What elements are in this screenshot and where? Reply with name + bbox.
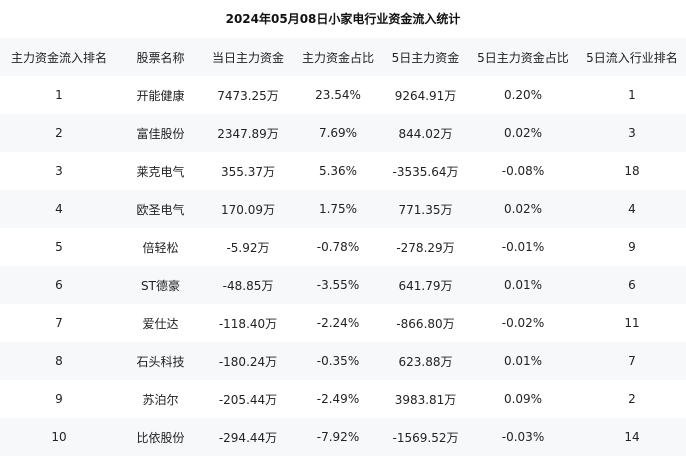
- cell-rank: 9: [55, 392, 63, 406]
- cell-5day-main-fund: 641.79万: [398, 278, 453, 293]
- header-cell-5day-main-fund-ratio: 5日主力资金占比: [477, 50, 569, 65]
- cell-daily-main-fund: -294.44万: [218, 430, 278, 445]
- cell-stock-name: 开能健康: [136, 88, 185, 103]
- cell-5day-industry-rank: 18: [624, 164, 640, 178]
- cell-daily-main-fund: 170.09万: [221, 202, 275, 217]
- cell-daily-main-fund: 355.37万: [221, 164, 275, 179]
- cell-stock-name: 苏泊尔: [142, 392, 179, 407]
- cell-5day-industry-rank: 9: [628, 240, 636, 254]
- cell-rank: 8: [55, 354, 63, 368]
- cell-5day-industry-rank: 7: [628, 354, 636, 368]
- cell-5day-industry-rank: 3: [628, 126, 636, 140]
- cell-5day-main-fund-ratio: 0.20%: [503, 88, 543, 102]
- cell-main-fund-ratio: -2.49%: [316, 392, 360, 406]
- cell-stock-name: 爱仕达: [142, 316, 179, 331]
- cell-stock-name: 倍轻松: [142, 240, 179, 255]
- cell-5day-main-fund: 3983.81万: [394, 392, 457, 407]
- cell-daily-main-fund: -5.92万: [226, 240, 270, 255]
- cell-5day-main-fund-ratio: -0.02%: [501, 316, 545, 330]
- header-cell-rank: 主力资金流入排名: [10, 50, 107, 65]
- cell-5day-main-fund-ratio: 0.02%: [503, 202, 543, 216]
- header-cell-5day-industry-rank: 5日流入行业排名: [586, 50, 678, 65]
- header-cell-main-fund-ratio: 主力资金占比: [301, 50, 374, 65]
- cell-stock-name: 石头科技: [136, 354, 185, 369]
- cell-rank: 5: [55, 240, 63, 254]
- cell-main-fund-ratio: -3.55%: [316, 278, 360, 292]
- cell-5day-industry-rank: 1: [628, 88, 636, 102]
- cell-rank: 1: [55, 88, 63, 102]
- cell-main-fund-ratio: 5.36%: [318, 164, 358, 178]
- cell-5day-main-fund: -1569.52万: [392, 430, 459, 445]
- cell-main-fund-ratio: -0.35%: [316, 354, 360, 368]
- cell-5day-industry-rank: 2: [628, 392, 636, 406]
- cell-stock-name: 欧圣电气: [136, 202, 185, 217]
- table-row: 7 爱仕达 -118.40万 -2.24% -866.80万 -0.02% 11: [0, 304, 686, 342]
- cell-5day-industry-rank: 4: [628, 202, 636, 216]
- cell-5day-main-fund: -866.80万: [396, 316, 455, 331]
- cell-5day-industry-rank: 11: [624, 316, 640, 330]
- header-cell-stock-name: 股票名称: [136, 50, 185, 65]
- table-row: 4 欧圣电气 170.09万 1.75% 771.35万 0.02% 4: [0, 190, 686, 228]
- table-row: 9 苏泊尔 -205.44万 -2.49% 3983.81万 0.09% 2: [0, 380, 686, 418]
- cell-5day-industry-rank: 14: [624, 430, 640, 444]
- header-cell-5day-main-fund: 5日主力资金: [391, 50, 460, 65]
- table-row: 10 比依股份 -294.44万 -7.92% -1569.52万 -0.03% 14: [0, 418, 686, 456]
- page-title: 2024年05月08日小家电行业资金流入统计: [225, 12, 461, 26]
- cell-5day-main-fund: -278.29万: [396, 240, 455, 255]
- cell-rank: 4: [55, 202, 63, 216]
- fund-flow-table: 主力资金流入排名 股票名称 当日主力资金 主力资金占比 5日主力资金 5日主力资…: [0, 38, 686, 456]
- cell-5day-industry-rank: 6: [628, 278, 636, 292]
- cell-5day-main-fund-ratio: -0.08%: [501, 164, 545, 178]
- cell-5day-main-fund: 771.35万: [398, 202, 453, 217]
- cell-main-fund-ratio: -2.24%: [316, 316, 360, 330]
- cell-daily-main-fund: -48.85万: [222, 278, 274, 293]
- cell-stock-name: 莱克电气: [136, 164, 185, 179]
- cell-5day-main-fund-ratio: 0.09%: [503, 392, 543, 406]
- cell-daily-main-fund: 2347.89万: [217, 126, 279, 141]
- cell-5day-main-fund-ratio: -0.03%: [501, 430, 545, 444]
- cell-5day-main-fund-ratio: 0.01%: [503, 354, 543, 368]
- cell-stock-name: 富佳股份: [136, 126, 185, 141]
- table-header: 主力资金流入排名 股票名称 当日主力资金 主力资金占比 5日主力资金 5日主力资…: [0, 38, 686, 76]
- header-row: 主力资金流入排名 股票名称 当日主力资金 主力资金占比 5日主力资金 5日主力资…: [0, 38, 686, 76]
- cell-5day-main-fund: -3535.64万: [392, 164, 459, 179]
- table-body: 1 开能健康 7473.25万 23.54% 9264.91万 0.20% 1 2 富佳股份 23…: [0, 76, 686, 456]
- cell-rank: 7: [55, 316, 63, 330]
- header-cell-daily-main-fund: 当日主力资金: [211, 50, 284, 65]
- cell-stock-name: ST德豪: [141, 278, 180, 293]
- cell-5day-main-fund: 9264.91万: [394, 88, 457, 103]
- cell-daily-main-fund: -205.44万: [218, 392, 278, 407]
- cell-stock-name: 比依股份: [136, 430, 185, 445]
- cell-rank: 10: [51, 430, 67, 444]
- table-row: 2 富佳股份 2347.89万 7.69% 844.02万 0.02% 3: [0, 114, 686, 152]
- cell-main-fund-ratio: -0.78%: [316, 240, 360, 254]
- cell-5day-main-fund: 844.02万: [398, 126, 453, 141]
- table-row: 5 倍轻松 -5.92万 -0.78% -278.29万 -0.01% 9: [0, 228, 686, 266]
- cell-5day-main-fund-ratio: 0.02%: [503, 126, 543, 140]
- table-row: 8 石头科技 -180.24万 -0.35% 623.88万 0.01% 7: [0, 342, 686, 380]
- cell-5day-main-fund-ratio: 0.01%: [503, 278, 543, 292]
- cell-5day-main-fund-ratio: -0.01%: [501, 240, 545, 254]
- cell-5day-main-fund: 623.88万: [398, 354, 453, 369]
- table-row: 3 莱克电气 355.37万 5.36% -3535.64万 -0.08% 18: [0, 152, 686, 190]
- cell-daily-main-fund: -180.24万: [218, 354, 278, 369]
- cell-daily-main-fund: -118.40万: [218, 316, 278, 331]
- cell-main-fund-ratio: 7.69%: [318, 126, 358, 140]
- cell-main-fund-ratio: 23.54%: [315, 88, 361, 102]
- cell-rank: 6: [55, 278, 63, 292]
- table-row: 1 开能健康 7473.25万 23.54% 9264.91万 0.20% 1: [0, 76, 686, 114]
- cell-main-fund-ratio: 1.75%: [318, 202, 358, 216]
- cell-rank: 3: [55, 164, 63, 178]
- cell-rank: 2: [55, 126, 63, 140]
- table-row: 6 ST德豪 -48.85万 -3.55% 641.79万 0.01% 6: [0, 266, 686, 304]
- cell-daily-main-fund: 7473.25万: [217, 88, 279, 103]
- cell-main-fund-ratio: -7.92%: [316, 430, 360, 444]
